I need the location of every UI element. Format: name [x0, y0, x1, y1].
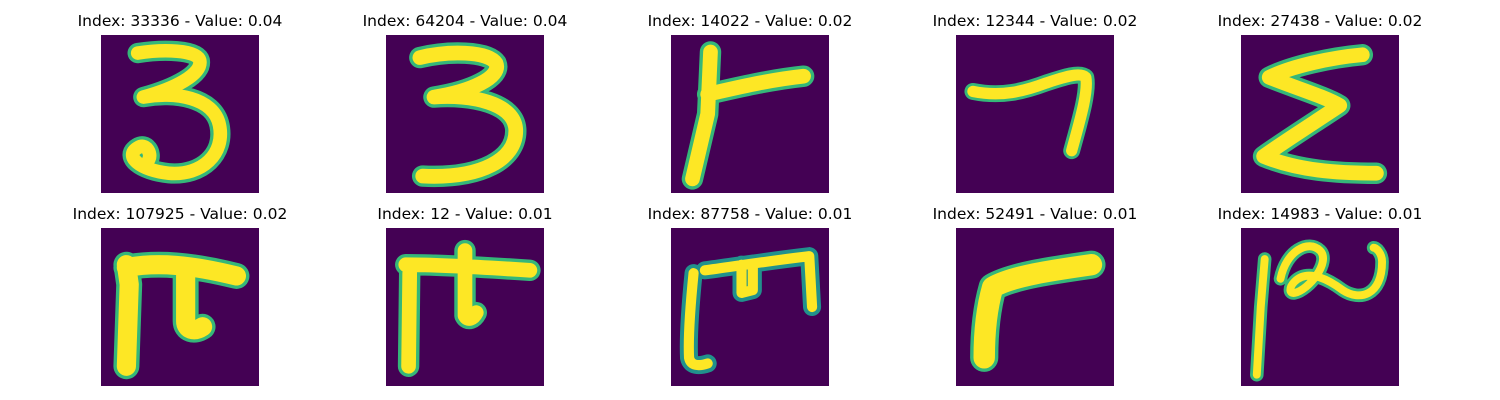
panel-title: Index: 87758 - Value: 0.01: [647, 205, 853, 223]
image-thumbnail: [956, 228, 1114, 386]
image-thumbnail: [1241, 35, 1399, 193]
image-thumbnail: [386, 35, 544, 193]
glyph-gamma-shape: [956, 228, 1114, 386]
panel-title: Index: 107925 - Value: 0.02: [72, 205, 288, 223]
panel-title: Index: 27438 - Value: 0.02: [1217, 12, 1423, 30]
image-thumbnail: [101, 228, 259, 386]
glyph-bracket-m-shape: [671, 228, 829, 386]
panel-1: Index: 33336 - Value: 0.04: [35, 12, 325, 193]
panel-title: Index: 14022 - Value: 0.02: [647, 12, 853, 30]
image-thumbnail: [1241, 228, 1399, 386]
panel-7: Index: 12 - Value: 0.01: [320, 205, 610, 386]
panel-8: Index: 87758 - Value: 0.01: [605, 205, 895, 386]
panel-title: Index: 64204 - Value: 0.04: [362, 12, 568, 30]
image-thumbnail: [386, 228, 544, 386]
panel-4: Index: 12344 - Value: 0.02: [890, 12, 1180, 193]
glyph-digit-three-a: [101, 35, 259, 193]
glyph-squiggle-shape: [1241, 228, 1399, 386]
panel-9: Index: 52491 - Value: 0.01: [890, 205, 1180, 386]
panel-title: Index: 12344 - Value: 0.02: [932, 12, 1138, 30]
panel-title: Index: 52491 - Value: 0.01: [932, 205, 1138, 223]
image-thumbnail: [956, 35, 1114, 193]
panel-3: Index: 14022 - Value: 0.02: [605, 12, 895, 193]
panel-title: Index: 14983 - Value: 0.01: [1217, 205, 1423, 223]
glyph-digit-three-b: [386, 35, 544, 193]
glyph-t-shape: [671, 35, 829, 193]
glyph-pi-shape-b: [386, 228, 544, 386]
panel-title: Index: 33336 - Value: 0.04: [77, 12, 283, 30]
panel-2: Index: 64204 - Value: 0.04: [320, 12, 610, 193]
panel-6: Index: 107925 - Value: 0.02: [35, 205, 325, 386]
panel-10: Index: 14983 - Value: 0.01: [1175, 205, 1465, 386]
glyph-seven-shape: [956, 35, 1114, 193]
glyph-pi-shape-a: [101, 228, 259, 386]
image-thumbnail: [101, 35, 259, 193]
glyph-sigma-shape: [1241, 35, 1399, 193]
panel-5: Index: 27438 - Value: 0.02: [1175, 12, 1465, 193]
image-thumbnail: [671, 35, 829, 193]
panel-title: Index: 12 - Value: 0.01: [377, 205, 553, 223]
image-thumbnail: [671, 228, 829, 386]
